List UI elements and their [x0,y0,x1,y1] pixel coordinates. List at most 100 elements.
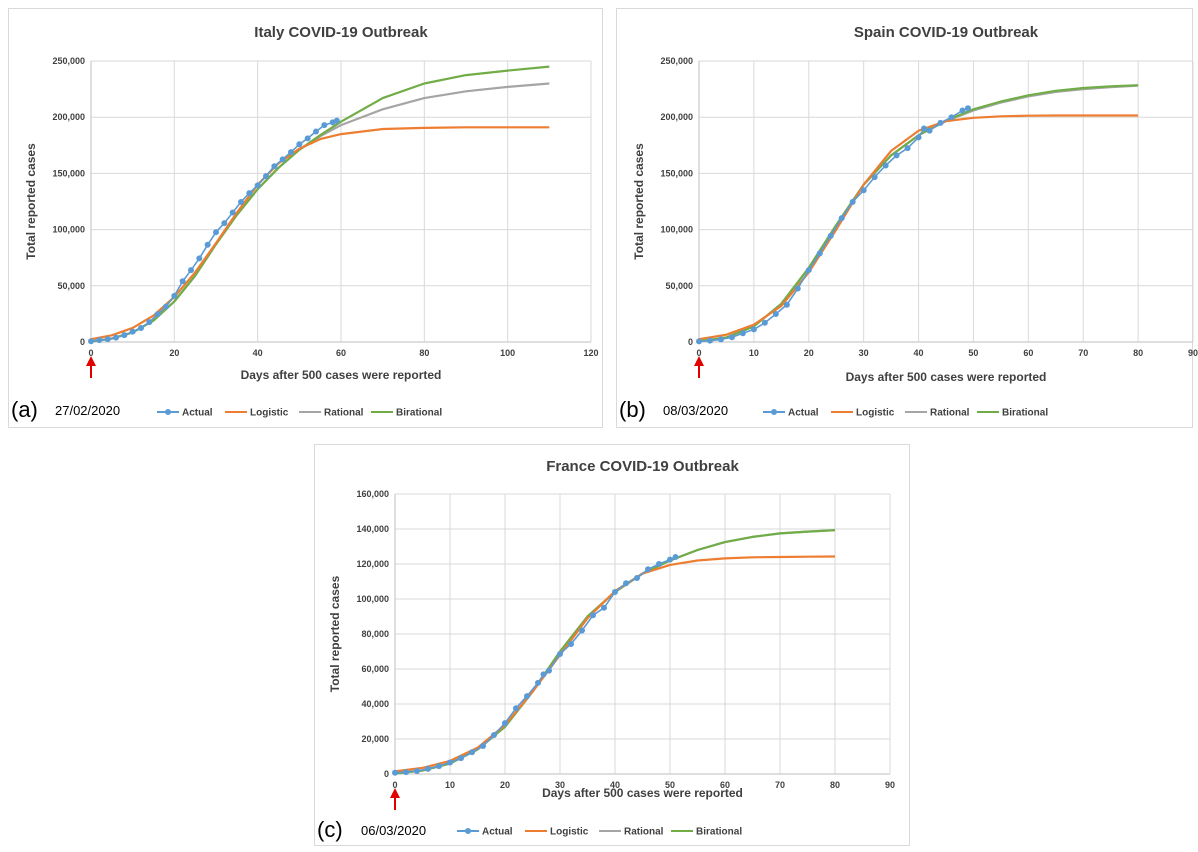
data-point-actual [672,554,679,560]
data-point-actual [959,107,966,114]
data-point-actual [696,338,702,345]
data-point-actual [904,145,911,152]
data-point-actual [96,337,103,344]
y-tick-label: 50,000 [665,281,693,291]
data-point-actual [480,743,486,749]
data-point-actual [706,337,713,344]
y-tick-label: 100,000 [356,594,389,604]
data-point-actual [163,303,169,310]
y-tick-label: 140,000 [356,524,389,534]
chart-panel-france: France COVID-19 Outbreak 0 20,000 40,000 60,… [314,444,910,846]
x-tick-label: 60 [720,780,730,790]
x-tick-label: 20 [500,780,510,790]
x-tick-label: 100 [500,348,515,358]
x-tick-label: 60 [1023,348,1033,358]
data-point-actual [645,566,651,573]
data-point-actual [816,250,823,257]
data-point-actual [546,667,552,674]
data-point-actual [296,141,303,148]
data-point-actual [491,731,497,738]
chart-title: Italy COVID-19 Outbreak [254,24,428,41]
x-tick-label: 50 [665,780,675,790]
x-tick-label: 80 [419,348,429,358]
legend-label-rational: Rational [324,408,364,419]
data-point-actual [88,338,94,345]
data-point-actual [113,334,119,341]
data-point-actual [271,163,278,170]
start-arrow-icon [86,356,96,366]
data-point-actual [948,114,955,121]
y-tick-label: 200,000 [660,112,693,122]
data-point-actual [213,229,219,236]
y-tick-label: 100,000 [52,225,85,235]
legend-label-birational: Birational [396,408,442,419]
data-point-actual [121,332,128,339]
data-point-actual [838,215,845,222]
data-point-actual [104,336,111,343]
data-point-actual [154,311,161,318]
data-point-actual [179,278,186,285]
y-tick-label: 0 [80,337,85,347]
data-point-actual [524,693,530,700]
y-axis-label: Total reported cases [632,143,646,260]
data-point-actual [288,149,294,156]
data-point-actual [469,749,475,756]
y-tick-label: 160,000 [356,489,389,499]
legend-label-birational: Birational [696,827,742,838]
y-tick-label: 250,000 [52,56,85,66]
data-point-actual [436,763,442,770]
y-tick-label: 200,000 [52,112,85,122]
data-point-actual [414,768,420,775]
data-point-actual [656,561,662,567]
legend-label-logistic: Logistic [550,827,589,838]
series-line-rational [90,82,550,343]
chart-panel-spain: Spain COVID-19 Outbreak 0 50,000 100,000 150… [616,8,1198,428]
y-tick-label: 150,000 [52,168,85,178]
data-point-actual [171,292,178,299]
chart-svg: France COVID-19 Outbreak 0 20,000 40,000 60,… [317,458,895,842]
data-point-actual [590,612,596,619]
x-tick-label: 40 [914,348,924,358]
x-tick-label: 90 [1188,348,1198,358]
data-point-actual [728,334,735,341]
y-tick-label: 100,000 [660,225,693,235]
x-axis-label: Days after 500 cases were reported [542,786,743,800]
data-point-actual [188,267,194,274]
legend-label-logistic: Logistic [250,408,289,419]
legend-label-birational: Birational [1002,408,1048,419]
y-tick-label: 80,000 [361,629,389,639]
y-tick-label: 50,000 [57,281,85,291]
x-tick-label: 70 [1078,348,1088,358]
start-date: 27/02/2020 [55,403,120,418]
data-point-actual [893,152,900,159]
x-tick-label: 40 [610,780,620,790]
x-tick-label: 20 [804,348,814,358]
data-point-actual [568,640,574,647]
data-point-actual [254,182,261,189]
data-point-actual [333,117,340,124]
y-tick-label: 150,000 [660,168,693,178]
chart-title: Spain COVID-19 Outbreak [854,24,1039,41]
chart-title: France COVID-19 Outbreak [546,458,739,475]
x-tick-label: 120 [583,348,598,358]
legend-marker-actual [465,828,471,834]
data-point-actual [717,336,724,343]
x-axis-label: Days after 500 cases were reported [846,370,1047,384]
x-tick-label: 0 [88,348,93,358]
start-arrow-icon [390,788,400,798]
x-tick-label: 30 [555,780,565,790]
data-point-actual [313,128,319,135]
x-tick-label: 80 [830,780,840,790]
y-tick-label: 40,000 [361,699,389,709]
start-date: 06/03/2020 [361,823,426,838]
data-point-actual [634,575,640,581]
data-point-actual [849,198,856,205]
data-point-actual [921,125,928,132]
legend-label-actual: Actual [482,827,513,838]
legend-marker-actual [165,409,171,415]
data-point-actual [772,311,779,318]
series-line-birational [90,65,550,343]
data-point-actual [739,330,746,337]
x-tick-label: 10 [749,348,759,358]
data-point-actual [612,589,618,595]
